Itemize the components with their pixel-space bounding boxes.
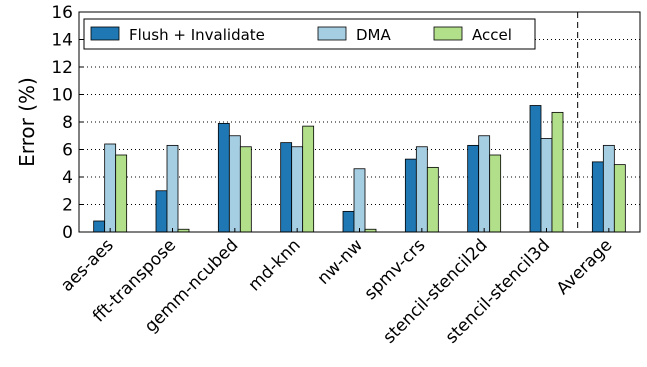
bar-dma-stencil-stencil2d xyxy=(478,135,491,233)
bar-accel-average xyxy=(613,164,626,233)
x-tick-label: stencil-stencil2d xyxy=(379,235,491,347)
bar-flush-invalidate-fft-transpose xyxy=(155,190,168,233)
bar-dma-md-knn xyxy=(291,146,304,233)
bar-flush-invalidate-md-knn xyxy=(280,142,293,233)
y-tick-label: 0 xyxy=(62,223,73,243)
bar-accel-stencil-stencil2d xyxy=(489,154,502,233)
bar-dma-spmv-crs xyxy=(415,146,428,233)
bar-flush-invalidate-average xyxy=(591,161,604,233)
bar-accel-stencil-stencil3d xyxy=(551,111,564,233)
legend-swatch xyxy=(90,26,120,41)
y-tick-label: 10 xyxy=(51,86,73,106)
legend-label: DMA xyxy=(356,26,391,44)
y-tick-label: 16 xyxy=(51,3,73,23)
bar-dma-nw-nw xyxy=(353,168,366,233)
x-tick-label: nw-nw xyxy=(314,235,367,288)
y-tick-label: 12 xyxy=(51,58,73,78)
y-axis-title: Error (%) xyxy=(15,77,39,167)
x-tick-label: md-knn xyxy=(245,235,305,295)
bar-flush-invalidate-aes-aes xyxy=(93,220,106,233)
legend: Flush + Invalidate DMA Accel xyxy=(83,18,536,50)
bar-dma-stencil-stencil3d xyxy=(540,138,553,233)
x-tick-label: stencil-stencil3d xyxy=(442,235,554,347)
x-tick-label: aes-aes xyxy=(57,235,118,296)
bars xyxy=(93,105,626,233)
bar-accel-gemm-ncubed xyxy=(239,146,252,233)
y-tick-label: 2 xyxy=(62,196,73,216)
bar-accel-spmv-crs xyxy=(426,166,439,233)
y-tick-label: 8 xyxy=(62,113,73,133)
legend-swatch xyxy=(317,26,347,41)
bar-flush-invalidate-gemm-ncubed xyxy=(217,122,230,233)
y-tick-label: 4 xyxy=(62,168,73,188)
x-tick-label: Average xyxy=(553,235,617,299)
bar-accel-md-knn xyxy=(302,125,315,233)
bar-dma-fft-transpose xyxy=(166,144,179,233)
bar-dma-average xyxy=(602,144,615,233)
legend-label: Flush + Invalidate xyxy=(129,26,265,44)
y-axis: 0 2 4 6 8 10 12 14 16 xyxy=(51,3,83,243)
bar-flush-invalidate-spmv-crs xyxy=(404,158,417,233)
bar-dma-gemm-ncubed xyxy=(228,135,241,233)
bar-flush-invalidate-stencil-stencil3d xyxy=(529,105,542,233)
y-tick-label: 14 xyxy=(51,31,73,51)
y-tick-label: 6 xyxy=(62,141,73,161)
legend-swatch xyxy=(433,26,463,41)
bar-flush-invalidate-nw-nw xyxy=(342,210,355,233)
bar-dma-aes-aes xyxy=(104,143,117,233)
bar-accel-aes-aes xyxy=(115,154,128,233)
legend-label: Accel xyxy=(472,26,512,44)
bar-flush-invalidate-stencil-stencil2d xyxy=(467,144,480,233)
